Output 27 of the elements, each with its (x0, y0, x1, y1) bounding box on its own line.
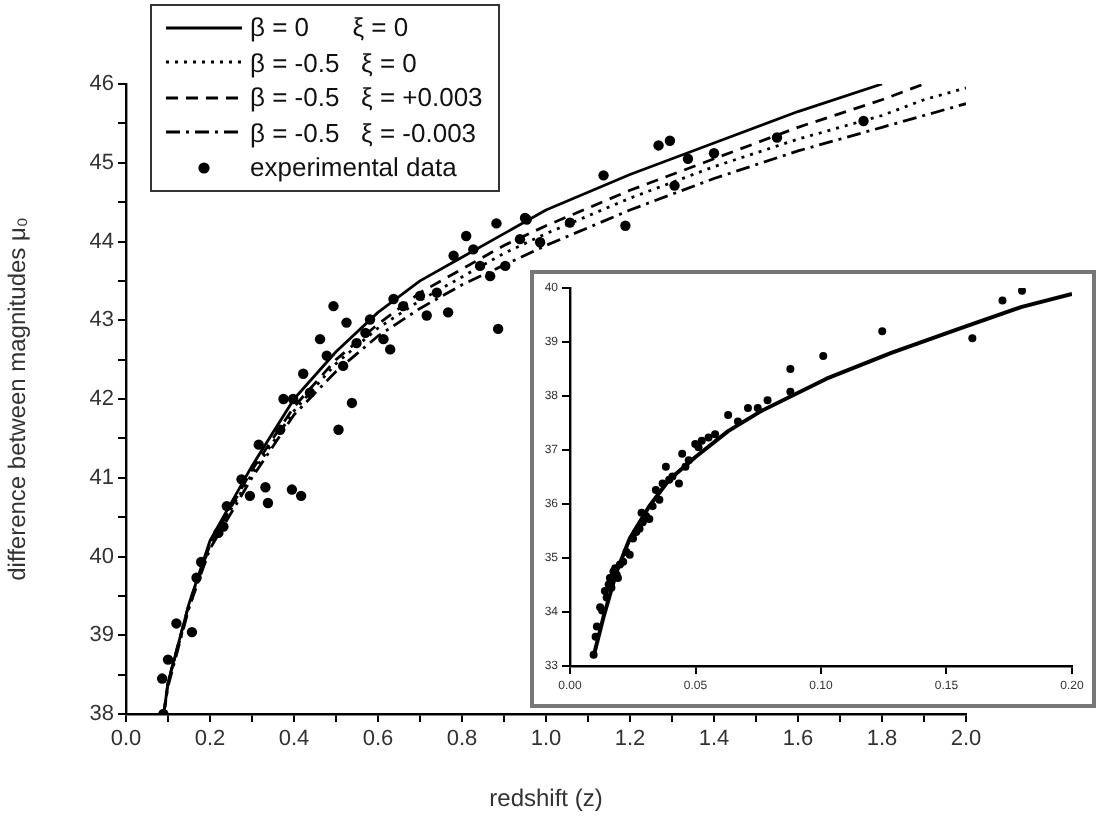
legend-label: β = 0 ξ = 0 (250, 10, 409, 45)
y-tick-label: 44 (89, 229, 114, 254)
y-tick-label: 45 (89, 150, 114, 175)
y-axis-title: difference between magnitudes μ₀ (3, 217, 32, 581)
y-tick-label: 43 (89, 308, 114, 333)
legend-label: β = -0.5 ξ = -0.003 (250, 115, 477, 150)
x-tick-label: 1.0 (530, 727, 562, 752)
x-tick-label: 1.2 (614, 727, 646, 752)
legend-label: experimental data (250, 150, 457, 185)
legend-label: β = -0.5 ξ = 0 (250, 45, 417, 80)
x-tick-label: 2.0 (950, 727, 982, 752)
x-tick-label: 1.8 (866, 727, 898, 752)
y-tick-label: 41 (89, 465, 114, 490)
y-tick-label: 42 (89, 387, 114, 412)
y-tick-label: 40 (89, 544, 114, 569)
y-tick-label: 46 (89, 72, 114, 97)
x-tick-label: 0.4 (278, 727, 310, 752)
x-tick-label: 0.8 (446, 727, 478, 752)
x-axis-title: redshift (z) (489, 784, 603, 813)
x-tick-label: 0.6 (362, 727, 394, 752)
x-tick-label: 1.4 (698, 727, 730, 752)
y-tick-label: 38 (89, 702, 114, 727)
x-tick-label: 0.2 (194, 727, 226, 752)
x-tick-label: 1.6 (782, 727, 814, 752)
y-tick-label: 39 (89, 623, 114, 648)
legend-label: β = -0.5 ξ = +0.003 (250, 80, 483, 115)
x-tick-label: 0.0 (110, 727, 142, 752)
